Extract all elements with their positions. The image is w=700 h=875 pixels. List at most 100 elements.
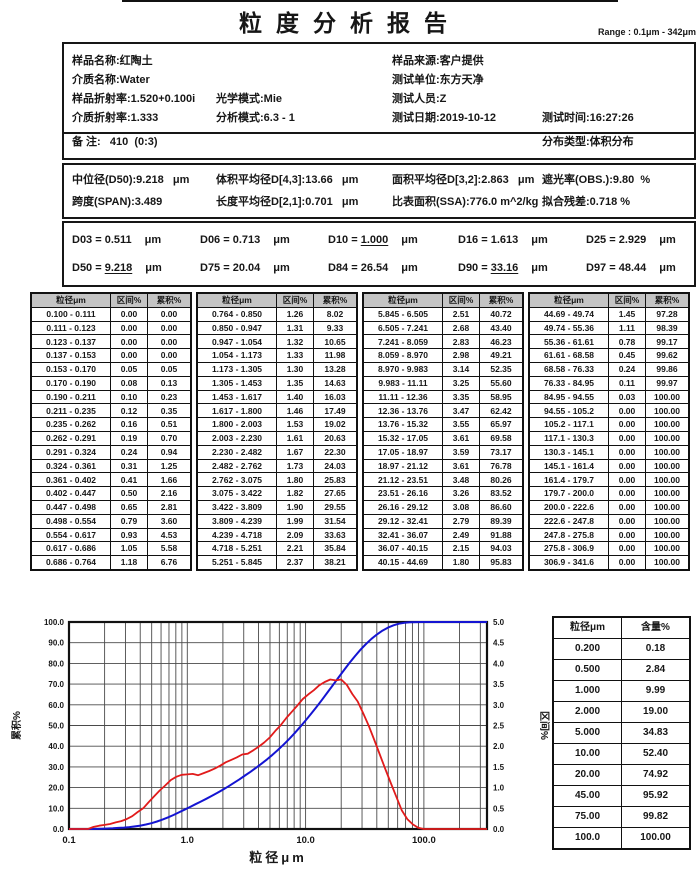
left-axis-tick-label: 10.0: [48, 804, 64, 813]
table-row: 0.170 - 0.190 0.08 0.13: [30, 375, 192, 391]
bin-range-cell: 247.8 - 275.8: [528, 527, 609, 543]
cumulative-cell: 8.02: [313, 306, 358, 322]
table-row: 94.55 - 105.2 0.00 100.00: [528, 403, 690, 419]
right-axis-tick-label: 5.0: [493, 618, 505, 627]
bin-range-cell: 1.800 - 2.003: [196, 417, 277, 432]
cumulative-curve: [69, 621, 487, 830]
stat-fit-residual: 拟合残差:0.718 %: [542, 196, 631, 208]
interval-cell: 1.40: [276, 389, 314, 405]
table-row: 20.00 74.92: [552, 764, 691, 786]
table-row: 200.0 - 222.6 0.00 100.00: [528, 499, 690, 515]
cumulative-cell: 62.42: [479, 403, 524, 419]
interval-cell: 2.68: [442, 320, 480, 336]
cumulative-cell: 10.65: [313, 334, 358, 350]
stat-obscuration: 遮光率(OBS.):9.80 %: [542, 174, 651, 186]
distribution-table-group: 粒径μm 区间% 累积% 44.69 - 49.74 1.45 97.28 49.74 - …: [528, 292, 690, 571]
content-percent-cell: 34.83: [621, 722, 691, 744]
cumulative-cell: 35.84: [313, 541, 358, 557]
interval-cell: 0.00: [110, 306, 148, 322]
cumulative-cell: 58.95: [479, 389, 524, 405]
report-title: 粒度分析报告: [239, 10, 461, 36]
test-date: 测试日期:2019-10-12: [392, 112, 496, 124]
interval-cell: 1.73: [276, 458, 314, 474]
cumulative-cell: 0.00: [147, 348, 192, 363]
interval-cell: 0.16: [110, 417, 148, 432]
table-row: 0.235 - 0.262 0.16 0.51: [30, 417, 192, 432]
interval-cell: 1.26: [276, 306, 314, 322]
table-row: 100.0 100.00: [552, 827, 691, 850]
interval-cell: 1.80: [442, 555, 480, 571]
cumulative-cell: 0.23: [147, 389, 192, 405]
left-axis-tick-label: 100.0: [44, 618, 65, 627]
cumulative-cell: 65.97: [479, 417, 524, 432]
interval-cell: 3.55: [442, 417, 480, 432]
table-row: 0.361 - 0.402 0.41 1.66: [30, 472, 192, 488]
range-label: Range : 0.1μm - 342μm: [597, 27, 696, 37]
bin-range-cell: 8.059 - 8.970: [362, 348, 443, 363]
cumulative-cell: 99.97: [645, 375, 690, 391]
interval-cell: 2.79: [442, 513, 480, 529]
interval-cell: 0.00: [110, 348, 148, 363]
table-row: 161.4 - 179.7 0.00 100.00: [528, 472, 690, 488]
column-header: 区间%: [442, 292, 480, 308]
interval-cell: 3.35: [442, 389, 480, 405]
interval-cell: 0.93: [110, 527, 148, 543]
d-value-d25: D25 = 2.929 μm: [586, 234, 676, 246]
cumulative-cell: 100.00: [645, 541, 690, 557]
bin-range-cell: 1.453 - 1.617: [196, 389, 277, 405]
bin-range-cell: 1.173 - 1.305: [196, 361, 277, 377]
distribution-table-group: 粒径μm 区间% 累积% 0.100 - 0.111 0.00 0.00 0.111 - 0…: [30, 292, 192, 571]
interval-cell: 0.00: [608, 444, 646, 460]
size-cell: 2.000: [552, 701, 622, 723]
bin-range-cell: 145.1 - 161.4: [528, 458, 609, 474]
cumulative-cell: 0.00: [147, 320, 192, 336]
cumulative-cell: 0.35: [147, 403, 192, 419]
table-row: 1.000 9.99: [552, 680, 691, 702]
bin-range-cell: 7.241 - 8.059: [362, 334, 443, 350]
bin-range-cell: 15.32 - 17.05: [362, 430, 443, 446]
cumulative-cell: 99.17: [645, 334, 690, 350]
table-row: 0.153 - 0.170 0.05 0.05: [30, 361, 192, 377]
size-cell: 5.000: [552, 722, 622, 744]
cumulative-cell: 0.70: [147, 430, 192, 446]
column-header: 粒径μm: [30, 292, 111, 308]
cumulative-cell: 99.62: [645, 348, 690, 363]
table-row: 36.07 - 40.15 2.15 94.03: [362, 541, 524, 557]
interval-cell: 1.61: [276, 430, 314, 446]
cumulative-cell: 2.81: [147, 499, 192, 515]
cumulative-cell: 46.23: [479, 334, 524, 350]
right-axis-tick-label: 2.0: [493, 742, 505, 751]
bin-range-cell: 0.324 - 0.361: [30, 458, 111, 474]
cumulative-cell: 0.51: [147, 417, 192, 432]
interval-cell: 3.61: [442, 430, 480, 446]
cumulative-cell: 3.60: [147, 513, 192, 529]
cumulative-cell: 100.00: [645, 472, 690, 488]
table-row: 23.51 - 26.16 3.26 83.52: [362, 486, 524, 501]
stat-volume-mean-d43: 体积平均径D[4,3]:13.66 μm: [216, 174, 359, 186]
content-percent-cell: 52.40: [621, 743, 691, 765]
table-row: 2.000 19.00: [552, 701, 691, 723]
sample-name: 样品名称:红陶土: [72, 55, 153, 67]
cumulative-cell: 0.13: [147, 375, 192, 391]
table-row: 5.845 - 6.505 2.51 40.72: [362, 306, 524, 322]
column-header: 粒径μm: [528, 292, 609, 308]
table-row: 0.137 - 0.153 0.00 0.00: [30, 348, 192, 363]
size-cell: 45.00: [552, 785, 622, 807]
d-value-d84: D84 = 26.54 μm: [328, 262, 418, 274]
interval-cell: 0.00: [608, 555, 646, 571]
interval-cell: 0.10: [110, 389, 148, 405]
interval-cell: 0.00: [110, 334, 148, 350]
table-row: 0.100 - 0.111 0.00 0.00: [30, 306, 192, 322]
interval-cell: 2.21: [276, 541, 314, 557]
cumulative-cell: 80.26: [479, 472, 524, 488]
column-header: 累积%: [313, 292, 358, 308]
table-row: 44.69 - 49.74 1.45 97.28: [528, 306, 690, 322]
size-cell: 10.00: [552, 743, 622, 765]
optical-mode: 光学模式:Mie: [216, 93, 282, 105]
bin-range-cell: 44.69 - 49.74: [528, 306, 609, 322]
bin-range-cell: 8.970 - 9.983: [362, 361, 443, 377]
letterhead-rule: [122, 0, 618, 2]
right-axis-tick-label: 2.5: [493, 722, 505, 731]
table-row: 6.505 - 7.241 2.68 43.40: [362, 320, 524, 336]
table-row: 0.850 - 0.947 1.31 9.33: [196, 320, 358, 336]
